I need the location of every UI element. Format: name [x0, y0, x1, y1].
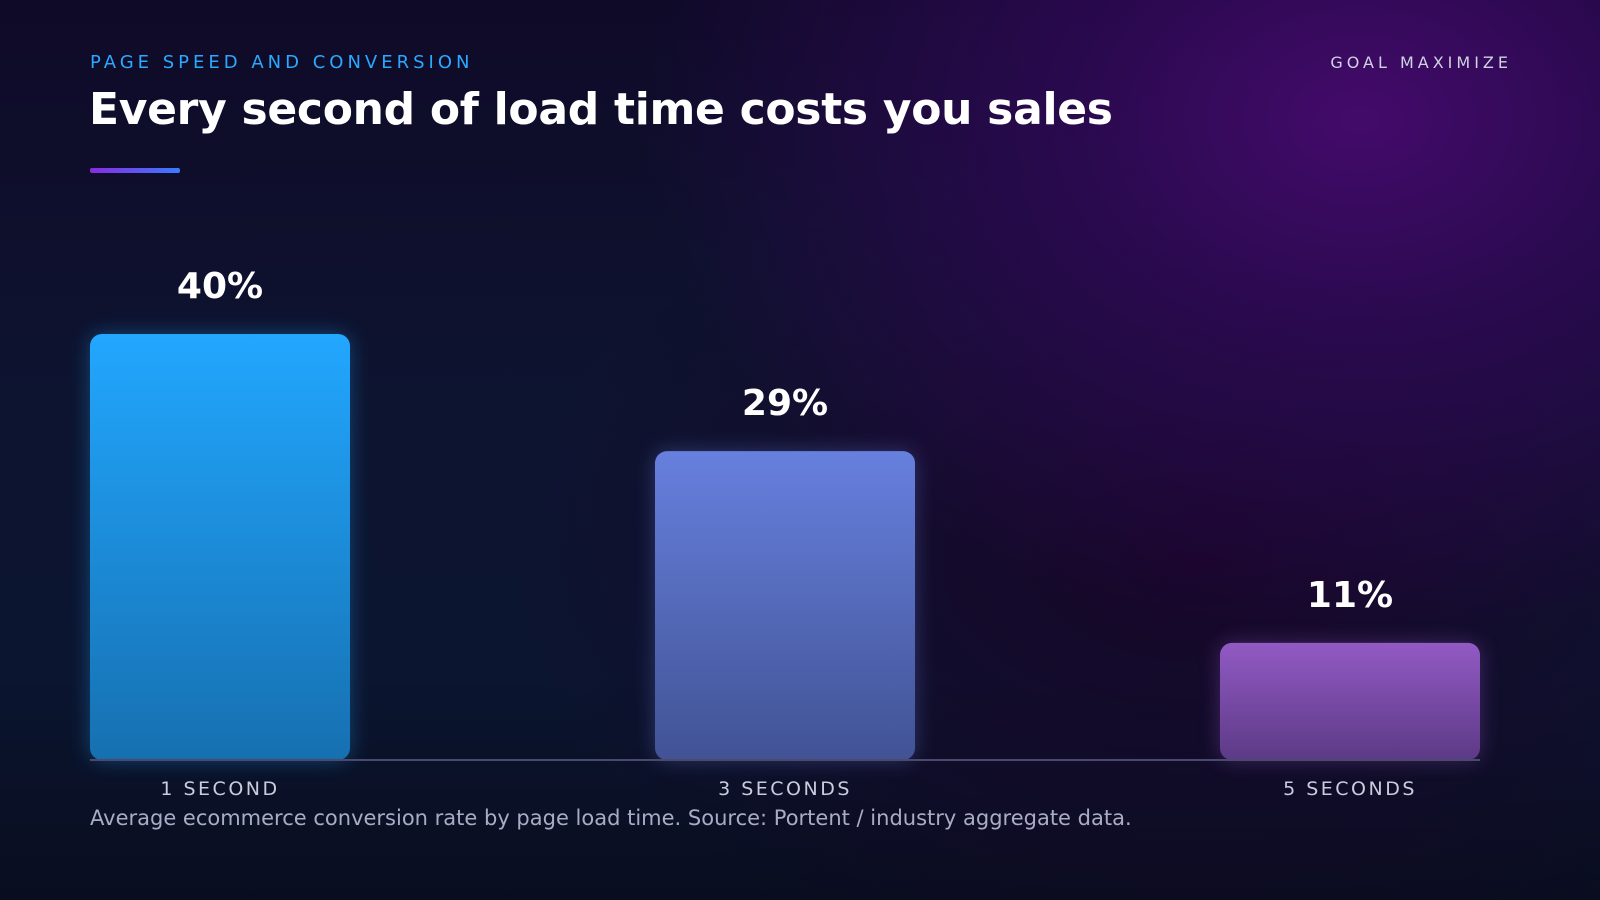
value-label-1: 40%	[177, 266, 263, 307]
title-accent-bar	[90, 168, 180, 173]
value-label-3: 11%	[1307, 575, 1393, 616]
bar-1	[90, 334, 350, 760]
page-title: Every second of load time costs you sale…	[89, 84, 1113, 135]
bar-2	[655, 451, 915, 760]
category-label-2: 3 SECONDS	[718, 778, 852, 800]
category-label-3: 5 SECONDS	[1283, 778, 1417, 800]
category-label-1: 1 SECOND	[160, 778, 279, 800]
bar-3	[1220, 642, 1480, 760]
goal-tag: GOAL MAXIMIZE	[1330, 53, 1512, 72]
value-label-2: 29%	[742, 383, 828, 424]
eyebrow-label: PAGE SPEED AND CONVERSION	[90, 52, 474, 73]
chart-caption: Average ecommerce conversion rate by pag…	[90, 806, 1132, 830]
